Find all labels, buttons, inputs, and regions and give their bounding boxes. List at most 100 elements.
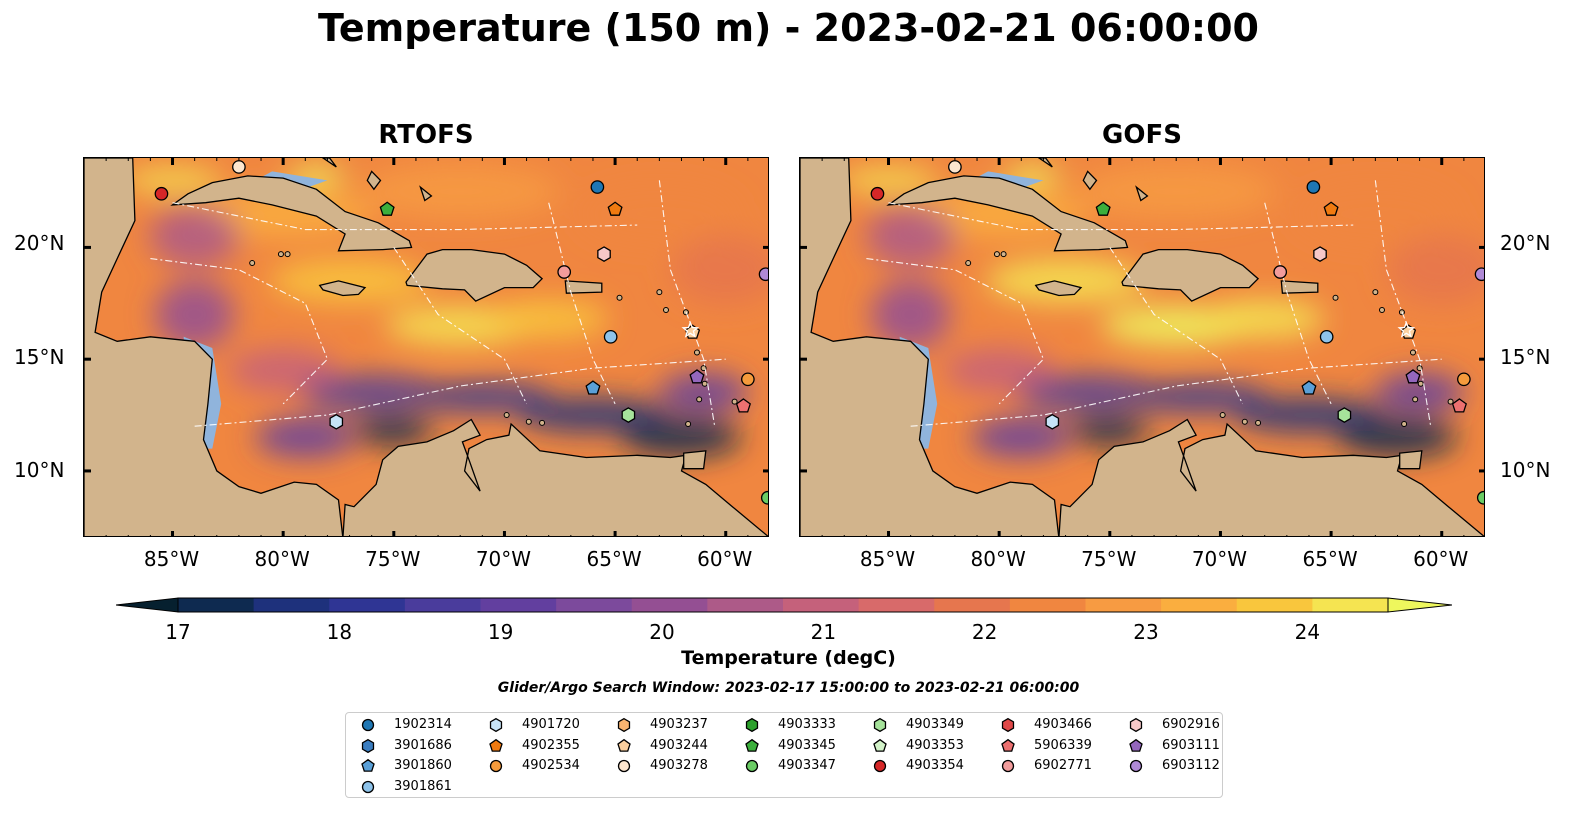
colorbar-segment bbox=[1312, 598, 1389, 612]
legend-marker-5906339[interactable] bbox=[1001, 738, 1015, 752]
legend-marker-4903244[interactable] bbox=[617, 738, 631, 752]
lon-tick-gofs-0: 85°W bbox=[859, 547, 916, 571]
land-polygon bbox=[683, 450, 707, 470]
land-polygon bbox=[405, 248, 544, 302]
float-marker-4902355[interactable] bbox=[607, 201, 623, 216]
float-marker-3901861[interactable] bbox=[603, 329, 618, 344]
legend-label: 4903278 bbox=[650, 758, 708, 773]
colorbar-segment bbox=[858, 598, 935, 612]
float-marker-6903112[interactable] bbox=[1474, 267, 1485, 282]
float-marker-6903111[interactable] bbox=[689, 369, 705, 384]
lat-tick-right-20: 20°N bbox=[1500, 231, 1551, 255]
land-polygon bbox=[321, 158, 337, 168]
land-polygon bbox=[366, 170, 382, 191]
legend-marker-6902916[interactable] bbox=[1129, 717, 1143, 733]
float-marker-4902355[interactable] bbox=[1323, 201, 1339, 216]
land-polygon bbox=[564, 280, 603, 294]
land-polygon bbox=[886, 175, 1129, 252]
legend-marker-4902534[interactable] bbox=[489, 759, 503, 773]
float-marker-4902534[interactable] bbox=[741, 372, 755, 387]
legend-marker-3901861[interactable] bbox=[361, 780, 375, 793]
lon-tick-gofs-2: 75°W bbox=[1081, 547, 1137, 571]
float-marker-5906339[interactable] bbox=[735, 398, 751, 413]
legend-marker-4903278[interactable] bbox=[617, 759, 631, 773]
float-marker-4903347[interactable] bbox=[1476, 490, 1485, 505]
lon-tick-rtofs-4: 65°W bbox=[586, 547, 642, 571]
map-panel-gofs[interactable] bbox=[799, 157, 1485, 537]
colorbar-segment bbox=[1009, 598, 1086, 612]
float-marker-4903345[interactable] bbox=[1095, 201, 1111, 216]
legend-marker-4903354[interactable] bbox=[873, 759, 887, 773]
float-marker-1902314[interactable] bbox=[1306, 180, 1321, 194]
lat-tick-left-20: 20°N bbox=[14, 231, 65, 255]
legend-marker-4903353[interactable] bbox=[873, 738, 887, 752]
legend-label: 4903466 bbox=[1034, 717, 1092, 732]
star-marker bbox=[1397, 320, 1416, 338]
legend-label: 6902916 bbox=[1162, 717, 1220, 732]
colorbar bbox=[116, 597, 1452, 613]
float-marker-4903354[interactable] bbox=[154, 186, 169, 201]
legend-label: 1902314 bbox=[394, 717, 452, 732]
lon-tick-gofs-1: 80°W bbox=[970, 547, 1026, 571]
float-marker-4903345[interactable] bbox=[379, 201, 395, 216]
legend-marker-4903347[interactable] bbox=[745, 759, 759, 773]
float-marker-1902314[interactable] bbox=[590, 180, 605, 194]
legend-marker-6902771[interactable] bbox=[1001, 759, 1015, 773]
float-marker-4903349[interactable] bbox=[621, 407, 636, 423]
float-marker-3901861[interactable] bbox=[1319, 329, 1334, 344]
legend-marker-3901686[interactable] bbox=[361, 738, 375, 753]
legend-marker-4903345[interactable] bbox=[745, 738, 759, 752]
land-polygon bbox=[1399, 450, 1423, 470]
legend-marker-4903466[interactable] bbox=[1001, 717, 1015, 733]
lat-tick-right-15: 15°N bbox=[1500, 345, 1551, 369]
lon-tick-rtofs-3: 70°W bbox=[475, 547, 532, 571]
float-marker-4903349[interactable] bbox=[1337, 407, 1352, 423]
legend-label: 6902771 bbox=[1034, 758, 1092, 773]
legend-marker-4903237[interactable] bbox=[617, 717, 631, 733]
map-panel-rtofs[interactable] bbox=[83, 157, 769, 537]
colorbar-segment bbox=[404, 598, 481, 612]
float-marker-3901860[interactable] bbox=[1301, 380, 1317, 395]
legend-marker-6903112[interactable] bbox=[1129, 759, 1143, 773]
float-marker-4902534[interactable] bbox=[1457, 372, 1471, 387]
float-marker-4903278[interactable] bbox=[948, 160, 962, 174]
star-marker bbox=[681, 320, 700, 338]
float-marker-4901720[interactable] bbox=[1045, 413, 1060, 430]
colorbar-segment bbox=[934, 598, 1011, 612]
lon-tick-rtofs-2: 75°W bbox=[365, 547, 421, 571]
colorbar-segment bbox=[329, 598, 406, 612]
float-marker-6902916[interactable] bbox=[1313, 246, 1327, 263]
float-marker-4903354[interactable] bbox=[870, 186, 885, 201]
float-marker-6902771[interactable] bbox=[1273, 265, 1288, 279]
legend-label: 4903345 bbox=[778, 737, 836, 753]
legend-marker-4903333[interactable] bbox=[745, 717, 759, 733]
float-marker-4903278[interactable] bbox=[232, 160, 246, 174]
land-polygon bbox=[318, 280, 367, 297]
legend-marker-4901720[interactable] bbox=[489, 717, 503, 733]
float-marker-6902771[interactable] bbox=[557, 265, 572, 279]
legend-label: 4903237 bbox=[650, 717, 708, 732]
legend-marker-3901860[interactable] bbox=[361, 758, 375, 772]
legend-marker-4903349[interactable] bbox=[873, 717, 887, 733]
float-marker-4901720[interactable] bbox=[329, 413, 344, 430]
legend-label: 6903112 bbox=[1162, 758, 1220, 773]
legend-label: 4903354 bbox=[906, 758, 964, 773]
legend-label: 6903111 bbox=[1162, 737, 1220, 753]
colorbar-label: Temperature (degC) bbox=[681, 647, 896, 669]
float-marker-6903111[interactable] bbox=[1405, 369, 1421, 384]
land-polygon bbox=[1037, 158, 1053, 168]
legend-marker-1902314[interactable] bbox=[361, 718, 375, 732]
float-marker-5906339[interactable] bbox=[1451, 398, 1467, 413]
float-marker-4903347[interactable] bbox=[760, 490, 769, 505]
float-marker-3901860[interactable] bbox=[585, 380, 601, 395]
colorbar-segment bbox=[1085, 598, 1162, 612]
legend-label: 4902355 bbox=[522, 737, 580, 753]
legend-label: 4903347 bbox=[778, 758, 836, 773]
float-marker-6902916[interactable] bbox=[597, 246, 611, 263]
float-marker-6903112[interactable] bbox=[758, 267, 769, 282]
legend-marker-6903111[interactable] bbox=[1129, 738, 1143, 752]
colorbar-segment bbox=[707, 598, 784, 612]
lon-tick-gofs-3: 70°W bbox=[1191, 547, 1248, 571]
lat-tick-left-10: 10°N bbox=[14, 458, 65, 482]
legend-marker-4902355[interactable] bbox=[489, 738, 503, 752]
